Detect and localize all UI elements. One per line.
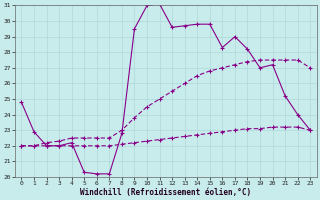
X-axis label: Windchill (Refroidissement éolien,°C): Windchill (Refroidissement éolien,°C)	[80, 188, 252, 197]
